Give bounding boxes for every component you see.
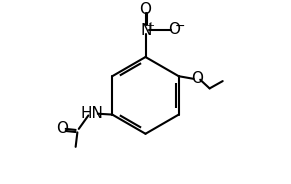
Text: O: O [139, 1, 152, 17]
Text: −: − [174, 20, 185, 33]
Text: +: + [146, 21, 155, 31]
Text: O: O [168, 22, 180, 38]
Text: HN: HN [81, 106, 104, 121]
Text: $\mathregular{N}$: $\mathregular{N}$ [140, 22, 151, 38]
Text: O: O [56, 121, 68, 135]
Text: O: O [191, 71, 203, 86]
